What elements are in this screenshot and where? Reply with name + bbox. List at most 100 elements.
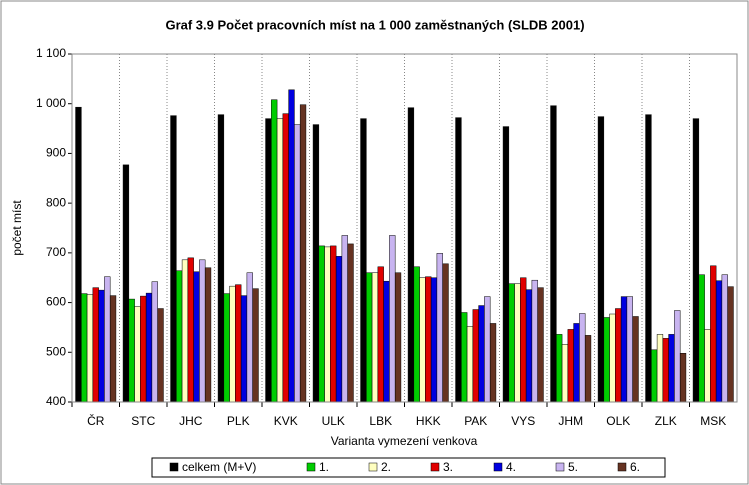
- bar: [615, 308, 622, 403]
- bar: [181, 259, 189, 403]
- plot-border: [71, 53, 738, 403]
- bar: [478, 305, 485, 403]
- bar: [455, 117, 462, 403]
- bar: [609, 313, 616, 403]
- x-tick-label: JHM: [558, 414, 583, 428]
- bar: [151, 281, 158, 403]
- x-tick-label: ČR: [87, 413, 105, 428]
- x-tick-label: ZLK: [655, 414, 677, 428]
- bar: [407, 107, 415, 403]
- bar: [531, 279, 538, 403]
- bar: [318, 245, 325, 403]
- bar: [508, 283, 515, 403]
- bar: [645, 114, 652, 403]
- legend-label: 4.: [506, 460, 516, 474]
- bar: [472, 309, 479, 403]
- legend-label: 1.: [319, 460, 329, 474]
- bar: [204, 267, 212, 403]
- bar: [109, 295, 117, 403]
- y-tick-label: 900: [46, 146, 66, 160]
- bar: [698, 274, 705, 403]
- legend-label: 2.: [381, 460, 391, 474]
- bar: [597, 116, 605, 403]
- bar: [98, 289, 105, 403]
- y-tick-label: 700: [46, 245, 66, 259]
- bar: [550, 105, 557, 403]
- bar: [265, 118, 272, 403]
- bar: [347, 243, 354, 403]
- bar: [413, 266, 420, 403]
- bar: [620, 296, 628, 403]
- bar: [276, 118, 284, 403]
- bar: [134, 306, 141, 403]
- bar: [217, 114, 225, 403]
- bar: [573, 323, 580, 403]
- bar: [442, 263, 449, 403]
- bar: [104, 276, 111, 403]
- bar: [383, 280, 390, 403]
- legend-marker: [493, 462, 503, 472]
- bar: [603, 317, 610, 403]
- bar: [715, 280, 723, 403]
- bar: [240, 295, 248, 403]
- legend-label: 6.: [630, 460, 640, 474]
- bar: [419, 277, 426, 403]
- bar: [394, 272, 402, 403]
- bar: [92, 287, 99, 403]
- x-tick-label: JHC: [179, 414, 203, 428]
- bar: [704, 329, 711, 403]
- bar: [662, 338, 669, 403]
- legend-marker: [555, 462, 565, 472]
- bar: [679, 353, 687, 403]
- x-axis-title: Varianta vymezení venkova: [331, 434, 478, 448]
- bar: [537, 287, 544, 403]
- y-tick-label: 400: [46, 394, 66, 408]
- bar: [81, 293, 88, 403]
- bar: [157, 308, 164, 403]
- bar: [651, 349, 658, 403]
- bar: [436, 253, 443, 403]
- bar: [122, 164, 130, 403]
- bar: [252, 288, 259, 403]
- legend-label: 5.: [568, 460, 578, 474]
- bar: [294, 124, 301, 403]
- bar: [75, 106, 82, 403]
- bar: [371, 272, 379, 403]
- y-tick-label: 1 000: [36, 96, 66, 110]
- bar: [145, 292, 153, 403]
- y-tick-label: 800: [46, 195, 66, 209]
- bar: [632, 316, 639, 403]
- bar: [282, 113, 289, 403]
- bar: [567, 329, 574, 403]
- bar: [86, 294, 94, 403]
- bar: [187, 257, 194, 403]
- y-tick-label: 1 100: [36, 46, 66, 60]
- bar: [579, 313, 586, 403]
- chart-title: Graf 3.9 Počet pracovních míst na 1 000 …: [165, 17, 584, 32]
- bar: [525, 289, 533, 403]
- bar: [584, 335, 592, 403]
- bar: [466, 326, 474, 403]
- bar: [299, 104, 307, 403]
- x-tick-label: HKK: [416, 414, 441, 428]
- legend-label: celkem (M+V): [182, 460, 256, 474]
- bar: [330, 245, 337, 403]
- bar: [128, 298, 135, 403]
- bar: [235, 284, 242, 403]
- bar: [324, 246, 331, 403]
- bar: [360, 118, 367, 403]
- y-tick-label: 600: [46, 295, 66, 309]
- bar: [520, 277, 527, 403]
- x-tick-label: MSK: [700, 414, 726, 428]
- bar: [341, 235, 348, 403]
- bar: [626, 296, 633, 403]
- bar: [335, 256, 343, 403]
- x-tick-label: VYS: [511, 414, 535, 428]
- bar: [556, 334, 563, 403]
- bar: [502, 126, 510, 403]
- bar: [727, 286, 734, 403]
- x-tick-label: LBK: [369, 414, 392, 428]
- bar: [312, 124, 320, 403]
- bar: [430, 277, 438, 403]
